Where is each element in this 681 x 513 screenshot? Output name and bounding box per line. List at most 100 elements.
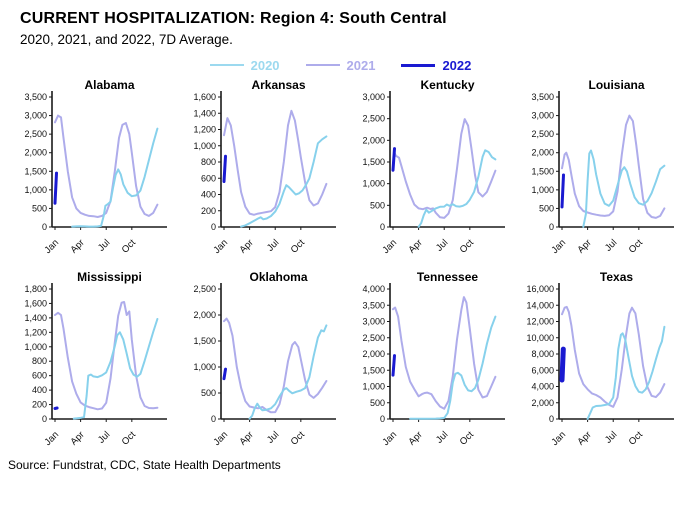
x-tick-label: Apr [406, 429, 424, 447]
y-tick-label: 1,500 [193, 336, 216, 346]
legend-item-2021: 2021 [305, 58, 375, 73]
state-title: Mississippi [77, 270, 142, 284]
x-tick-label: Apr [575, 237, 593, 255]
y-tick-label: 2,000 [362, 135, 385, 145]
y-tick-label: 500 [32, 203, 47, 213]
y-tick-label: 2,500 [193, 284, 216, 294]
x-tick-label: Jan [43, 237, 62, 256]
legend-label-2022: 2022 [442, 57, 472, 73]
y-tick-label: 0 [380, 222, 385, 232]
series-line-2020 [71, 127, 159, 228]
y-tick-label: 3,000 [362, 92, 385, 102]
y-tick-label: 2,500 [24, 129, 47, 139]
y-tick-label: 2,500 [362, 114, 385, 124]
x-tick-label: Apr [237, 429, 255, 447]
x-tick-label: Jan [381, 237, 400, 256]
chart-svg-texas: Texas 0 2,000 4,000 6,000 8,000 10,000 12,000 14… [526, 270, 674, 448]
y-tick-label: 400 [201, 190, 216, 200]
y-tick-label: 1,500 [362, 365, 385, 375]
x-tick-label: Jul [434, 429, 450, 445]
x-tick-label: Jul [96, 429, 112, 445]
chart-svg-mississippi: Mississippi 0 200 400 600 800 1,000 1,200 1,400 1… [24, 270, 167, 448]
y-tick-label: 200 [32, 400, 47, 410]
y-tick-label: 2,500 [531, 129, 554, 139]
x-tick-label: Oct [289, 237, 307, 255]
x-tick-label: Apr [575, 429, 593, 447]
legend-line-swatch-2020 [209, 64, 244, 66]
y-tick-label: 2,000 [531, 148, 554, 158]
y-tick-label: 10,000 [526, 333, 554, 343]
y-tick-label: 200 [201, 206, 216, 216]
y-tick-label: 3,000 [24, 111, 47, 121]
x-tick-label: Apr [68, 237, 86, 255]
series-line-2020 [409, 315, 497, 420]
series-line-2020 [582, 149, 666, 228]
chart-kentucky: Kentucky 0 500 1,000 1,500 2,000 2,500 3,000 Jan… [341, 75, 510, 263]
x-tick-label: Jul [96, 237, 112, 253]
x-tick-label: Jul [265, 237, 281, 253]
x-tick-label: Apr [237, 237, 255, 255]
x-tick-label: Oct [627, 429, 645, 447]
state-title: Alabama [84, 78, 134, 92]
chart-louisiana: Louisiana 0 500 1,000 1,500 2,000 2,500 3,000 3,… [510, 75, 679, 263]
series-line-2021 [223, 317, 328, 414]
series-line-2020 [240, 135, 328, 228]
x-tick-label: Oct [120, 429, 138, 447]
state-title: Oklahoma [249, 270, 307, 284]
y-tick-label: 500 [201, 388, 216, 398]
series-line-2022 [53, 171, 58, 205]
chart-svg-louisiana: Louisiana 0 500 1,000 1,500 2,000 2,500 3,000 3,… [531, 78, 674, 256]
series-line-2022 [560, 173, 565, 209]
y-tick-label: 6,000 [531, 365, 554, 375]
y-tick-label: 1,400 [193, 108, 216, 118]
series-line-2022 [391, 354, 396, 377]
x-tick-label: Jul [603, 429, 619, 445]
series-line-2021 [223, 109, 328, 216]
y-tick-label: 2,000 [193, 310, 216, 320]
chart-svg-tennessee: Tennessee 0 500 1,000 1,500 2,000 2,500 3,000 3,… [362, 270, 505, 448]
y-tick-label: 1,600 [24, 298, 47, 308]
y-tick-label: 1,000 [531, 185, 554, 195]
series-line-2020 [72, 318, 159, 420]
y-tick-label: 1,000 [24, 185, 47, 195]
y-tick-label: 1,500 [362, 157, 385, 167]
series-line-2022 [222, 154, 227, 183]
series-line-2021 [54, 114, 159, 218]
y-tick-label: 1,000 [193, 362, 216, 372]
y-tick-label: 1,000 [362, 179, 385, 189]
y-tick-label: 1,000 [24, 342, 47, 352]
y-tick-label: 1,400 [24, 313, 47, 323]
x-tick-label: Oct [458, 237, 476, 255]
x-tick-label: Jan [212, 237, 231, 256]
y-tick-label: 14,000 [526, 300, 554, 310]
x-tick-label: Oct [458, 429, 476, 447]
y-tick-label: 8,000 [531, 349, 554, 359]
y-tick-label: 3,500 [24, 92, 47, 102]
y-tick-label: 0 [211, 222, 216, 232]
y-tick-label: 3,000 [531, 111, 554, 121]
state-title: Tennessee [417, 270, 478, 284]
y-tick-label: 500 [370, 398, 385, 408]
page-title: CURRENT HOSPITALIZATION: Region 4: South… [20, 10, 447, 27]
y-tick-label: 4,000 [362, 284, 385, 294]
series-line-2022 [391, 147, 396, 172]
legend: 2020 2021 2022 [0, 57, 681, 73]
chart-svg-arkansas: Arkansas 0 200 400 600 800 1,000 1,200 1,400 1,60… [193, 78, 336, 256]
series-line-2020 [417, 149, 497, 228]
y-tick-label: 1,500 [24, 166, 47, 176]
y-tick-label: 2,000 [531, 398, 554, 408]
series-line-2021 [392, 296, 497, 410]
chart-svg-kentucky: Kentucky 0 500 1,000 1,500 2,000 2,500 3,000 Jan… [362, 78, 505, 256]
x-tick-label: Apr [68, 429, 86, 447]
report-header: CURRENT HOSPITALIZATION: Region 4: South… [0, 0, 681, 47]
y-tick-label: 500 [370, 200, 385, 210]
x-tick-label: Jan [43, 429, 62, 448]
chart-tennessee: Tennessee 0 500 1,000 1,500 2,000 2,500 3,000 3,… [341, 267, 510, 455]
chart-alabama: Alabama 0 500 1,000 1,500 2,000 2,500 3,000 3,50… [3, 75, 172, 263]
series-line-2020 [248, 324, 328, 420]
chart-svg-oklahoma: Oklahoma 0 500 1,000 1,500 2,000 2,500 Jan Apr Ju… [193, 270, 336, 448]
series-line-2021 [561, 114, 666, 219]
x-tick-label: Jan [212, 429, 231, 448]
legend-item-2020: 2020 [209, 57, 280, 73]
legend-label-2020: 2020 [250, 57, 280, 73]
